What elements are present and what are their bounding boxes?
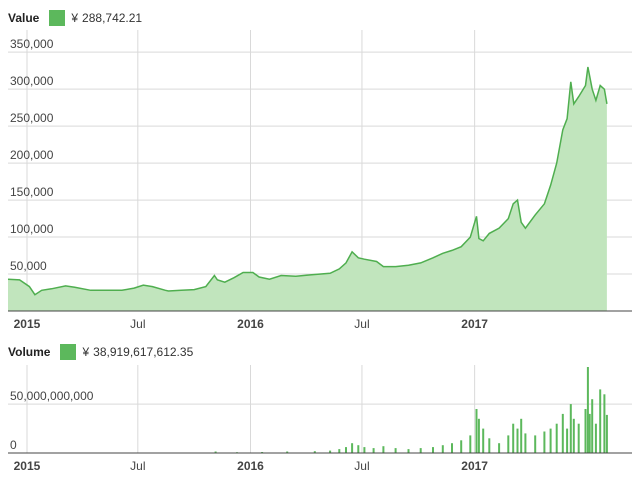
- volume-bar-46: [584, 409, 587, 453]
- volume-bar-38: [543, 431, 546, 453]
- volume-bar-32: [507, 435, 510, 453]
- volume-bar-37: [534, 435, 537, 453]
- volume-x-tick-label-2: 2016: [237, 459, 264, 473]
- volume-bar-19: [394, 448, 397, 453]
- volume-bar-9: [286, 451, 289, 453]
- volume-bar-28: [477, 418, 480, 453]
- volume-bar-10: [313, 451, 316, 453]
- volume-bar-49: [591, 399, 594, 453]
- volume-bar-11: [329, 450, 332, 453]
- volume-y-tick-label: 50,000,000,000: [10, 389, 94, 403]
- volume-bar-12: [338, 449, 341, 453]
- volume-bar-20: [407, 449, 410, 453]
- volume-x-tick-label-4: 2017: [461, 459, 488, 473]
- volume-bar-18: [382, 446, 385, 453]
- volume-legend-title: Volume: [8, 345, 51, 359]
- volume-x-tick-label-0: 2015: [14, 459, 41, 473]
- volume-bar-25: [460, 440, 463, 453]
- volume-bar-52: [603, 394, 606, 453]
- volume-bar-23: [441, 445, 444, 453]
- volume-bar-47: [586, 367, 589, 453]
- volume-bar-13: [345, 447, 347, 453]
- volume-bar-44: [572, 418, 575, 453]
- volume-x-tick-label-1: Jul: [130, 459, 145, 473]
- volume-bar-15: [357, 445, 360, 453]
- volume-bar-43: [569, 404, 572, 453]
- value-y-tick-label: 100,000: [10, 222, 54, 236]
- value-x-tick-label-2: 2016: [237, 317, 264, 331]
- volume-bar-45: [577, 423, 580, 453]
- value-y-tick-label: 300,000: [10, 74, 54, 88]
- value-legend-swatch: [49, 10, 66, 26]
- volume-bar-31: [498, 443, 501, 453]
- volume-legend-value: 38,919,617,612.35: [93, 345, 194, 359]
- value-legend-title: Value: [8, 11, 40, 25]
- volume-currency-symbol: ¥: [82, 345, 90, 359]
- volume-bar-51: [599, 389, 602, 453]
- volume-bar-39: [549, 428, 552, 453]
- volume-bar-16: [363, 447, 366, 453]
- volume-bar-35: [520, 418, 523, 453]
- volume-legend: Volume ¥ 38,919,617,612.35: [8, 342, 193, 362]
- volume-bar-53: [605, 414, 608, 453]
- volume-bar-33: [512, 423, 515, 453]
- volume-x-tick-label-3: Jul: [354, 459, 369, 473]
- value-legend-value: 288,742.21: [82, 11, 143, 25]
- volume-bar-24: [451, 443, 453, 453]
- volume-bar-36: [524, 433, 527, 453]
- volume-bar-42: [566, 428, 569, 453]
- volume-bar-41: [561, 413, 564, 453]
- volume-bar-48: [588, 413, 591, 453]
- value-area-fill: [8, 67, 607, 311]
- value-y-tick-label: 350,000: [10, 37, 54, 51]
- volume-bar-30: [488, 438, 491, 453]
- volume-bar-34: [516, 428, 519, 453]
- volume-y-tick-label: 0: [10, 438, 17, 452]
- value-x-tick-label-3: Jul: [354, 317, 369, 331]
- value-x-tick-label-0: 2015: [14, 317, 41, 331]
- value-x-tick-label-1: Jul: [130, 317, 145, 331]
- value-legend: Value ¥ 288,742.21: [8, 8, 142, 28]
- volume-bar-29: [482, 428, 485, 453]
- volume-bar-14: [351, 443, 354, 453]
- volume-bar-22: [432, 447, 434, 453]
- value-currency-symbol: ¥: [71, 11, 79, 25]
- value-y-tick-label: 200,000: [10, 148, 54, 162]
- volume-legend-swatch: [60, 344, 77, 360]
- value-x-tick-label-4: 2017: [461, 317, 488, 331]
- volume-bar-50: [594, 423, 597, 453]
- volume-bar-21: [419, 448, 422, 453]
- volume-bar-26: [469, 435, 472, 453]
- volume-bar-40: [555, 423, 558, 453]
- volume-bar-17: [372, 448, 375, 453]
- value-y-tick-label: 150,000: [10, 185, 54, 199]
- volume-bar-6: [214, 451, 217, 453]
- value-series-line: [7, 66, 608, 296]
- value-y-tick-label: 250,000: [10, 111, 54, 125]
- value-y-tick-label: 50,000: [10, 259, 47, 273]
- volume-bar-27: [475, 409, 478, 453]
